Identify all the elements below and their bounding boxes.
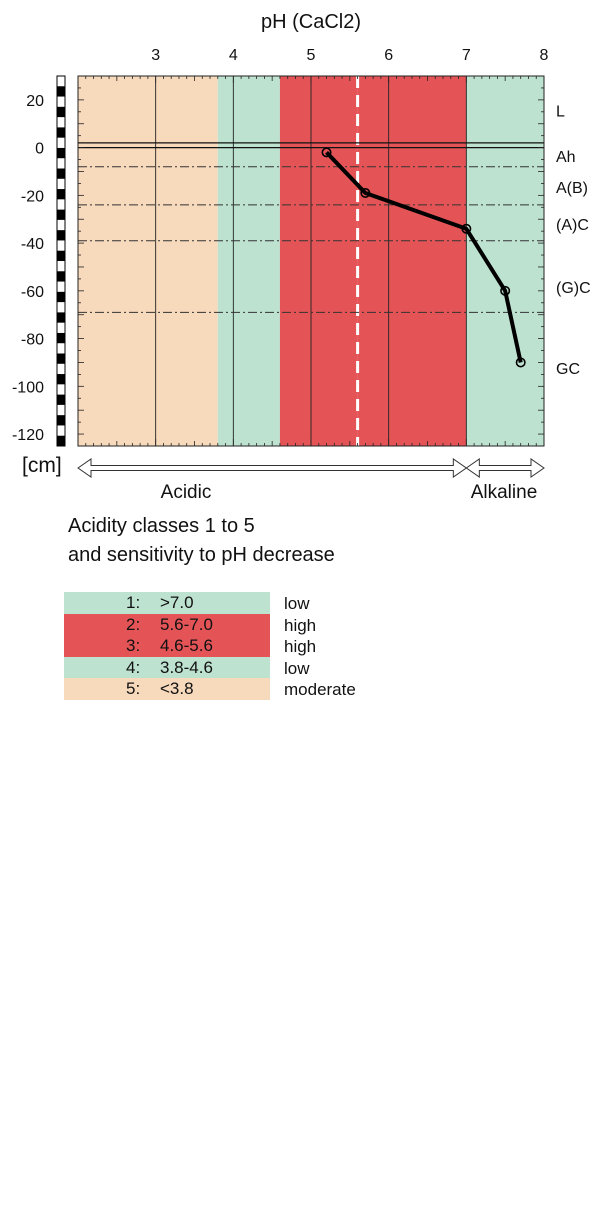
horizon-label: L [556,103,565,120]
x-tick-label: 5 [307,47,316,64]
x-tick-label: 3 [151,47,160,64]
legend-class-number: 5: [126,679,141,699]
acidity-band-class-5 [78,76,218,446]
acidity-band-class-4 [217,76,280,446]
y-tick-label: 20 [26,93,44,110]
depth-scale-segment [57,189,65,200]
acidic-alkaline-arrows [77,458,545,478]
legend-row-class-4: 4: 3.8-4.6 low [64,656,384,679]
y-unit-label: [cm] [22,454,62,477]
legend-row-class-5: 5: <3.8 moderate [64,678,384,700]
depth-scale-segment [57,209,65,220]
chart-title: pH (CaCl2) [261,11,361,33]
depth-scale-segment [57,230,65,241]
legend-class-number: 4: [126,657,141,677]
depth-scale-segment [57,312,65,323]
y-tick-label: -120 [12,427,44,444]
x-tick-label: 8 [540,47,549,64]
legend-row-class-3: 3: 4.6-5.6 high [64,635,384,657]
horizon-label: (A)C [556,217,589,234]
legend-sensitivity: high [284,637,317,657]
horizon-label: GC [556,361,580,378]
x-tick-label: 6 [384,47,393,64]
horizon-boundaries [78,142,544,313]
ph-data-point [500,285,511,296]
y-axis: 20 0 -20 -40 -60 -80 -100 -120 [12,75,544,447]
y-tick-label: 0 [35,141,44,158]
horizon-label: (G)C [556,280,591,297]
legend-ph-range: 3.8-4.6 [160,657,213,677]
x-tick-label: 4 [229,47,238,64]
legend-ph-range: <3.8 [160,679,194,699]
ph-profile-line [325,151,523,363]
legend-swatch-class-2: 2: 5.6-7.0 [64,613,270,636]
legend-swatch-class-4: 4: 3.8-4.6 [64,656,270,679]
soil-ph-chart: 3 4 5 6 7 8 20 0 -20 -40 -60 -80 -100 -120 L Ah A(B) (A… [12,11,591,503]
legend-ph-range: 5.6-7.0 [160,614,213,634]
legend-swatch-class-1: 1: >7.0 [64,592,270,614]
acidity-band-class-3 [279,76,358,446]
legend-ph-range: >7.0 [160,593,194,612]
depth-scale-segment [57,435,65,446]
legend-class-number: 3: [126,636,141,656]
legend-row-class-2: 2: 5.6-7.0 high [64,613,384,636]
depth-scale-segment [57,168,65,179]
caption-line-2: and sensitivity to pH decrease [68,544,335,566]
legend-swatch-class-5: 5: <3.8 [64,678,270,700]
depth-scale-segment [57,106,65,118]
ph-data-point [515,357,526,368]
acidity-bands [78,76,544,446]
legend-swatch-class-3: 3: 4.6-5.6 [64,635,270,657]
y-tick-label: -60 [21,284,44,301]
acidity-band-class-2 [357,76,467,446]
legend-sensitivity: moderate [284,680,356,700]
y-tick-label: -20 [21,188,44,205]
horizon-label: A(B) [556,180,588,197]
y-tick-label: -80 [21,332,44,349]
alkaline-range-arrow [465,458,545,478]
depth-scale-segment [57,353,65,364]
depth-scale-segment [57,147,65,159]
horizon-labels: L Ah A(B) (A)C (G)C GC [556,103,591,378]
depth-scale-segment [57,86,65,97]
depth-scale-segment [57,415,65,426]
y-tick-label: -40 [21,236,44,253]
y-tick-label: -100 [12,379,44,396]
legend-ph-range: 4.6-5.6 [160,636,213,656]
legend-caption: Acidity classes 1 to 5 and sensitivity t… [68,512,335,570]
acidic-label: Acidic [161,482,212,503]
legend-class-number: 1: [126,593,141,612]
depth-scale-segment [57,291,65,303]
ph-data-point [461,223,472,234]
depth-scale-segment [57,271,65,282]
ph-data-point [360,187,371,198]
depth-scale-segment [57,394,65,405]
horizon-label: Ah [556,149,576,166]
legend-row-class-1: 1: >7.0 low [64,592,384,614]
legend-sensitivity: high [284,615,317,635]
x-tick-label: 7 [462,47,471,64]
depth-scale-segment [57,127,65,138]
x-axis: 3 4 5 6 7 8 [77,47,549,446]
legend-sensitivity: low [284,594,310,613]
ph-profile-series [321,147,526,368]
acidity-legend: 1: >7.0 low 2: 5.6-7.0 high 3: 4.6-5.6 h… [64,592,384,1230]
depth-scale-segment [57,250,65,261]
legend-sensitivity: low [284,658,310,678]
depth-scale-segment [57,374,65,385]
alkaline-label: Alkaline [471,482,538,503]
caption-line-1: Acidity classes 1 to 5 [68,515,255,537]
acidic-range-arrow [77,458,468,478]
ph-data-point [321,147,332,158]
depth-scale-segment [57,332,65,344]
acidity-band-class-1 [466,76,544,446]
legend-class-number: 2: [126,614,141,634]
